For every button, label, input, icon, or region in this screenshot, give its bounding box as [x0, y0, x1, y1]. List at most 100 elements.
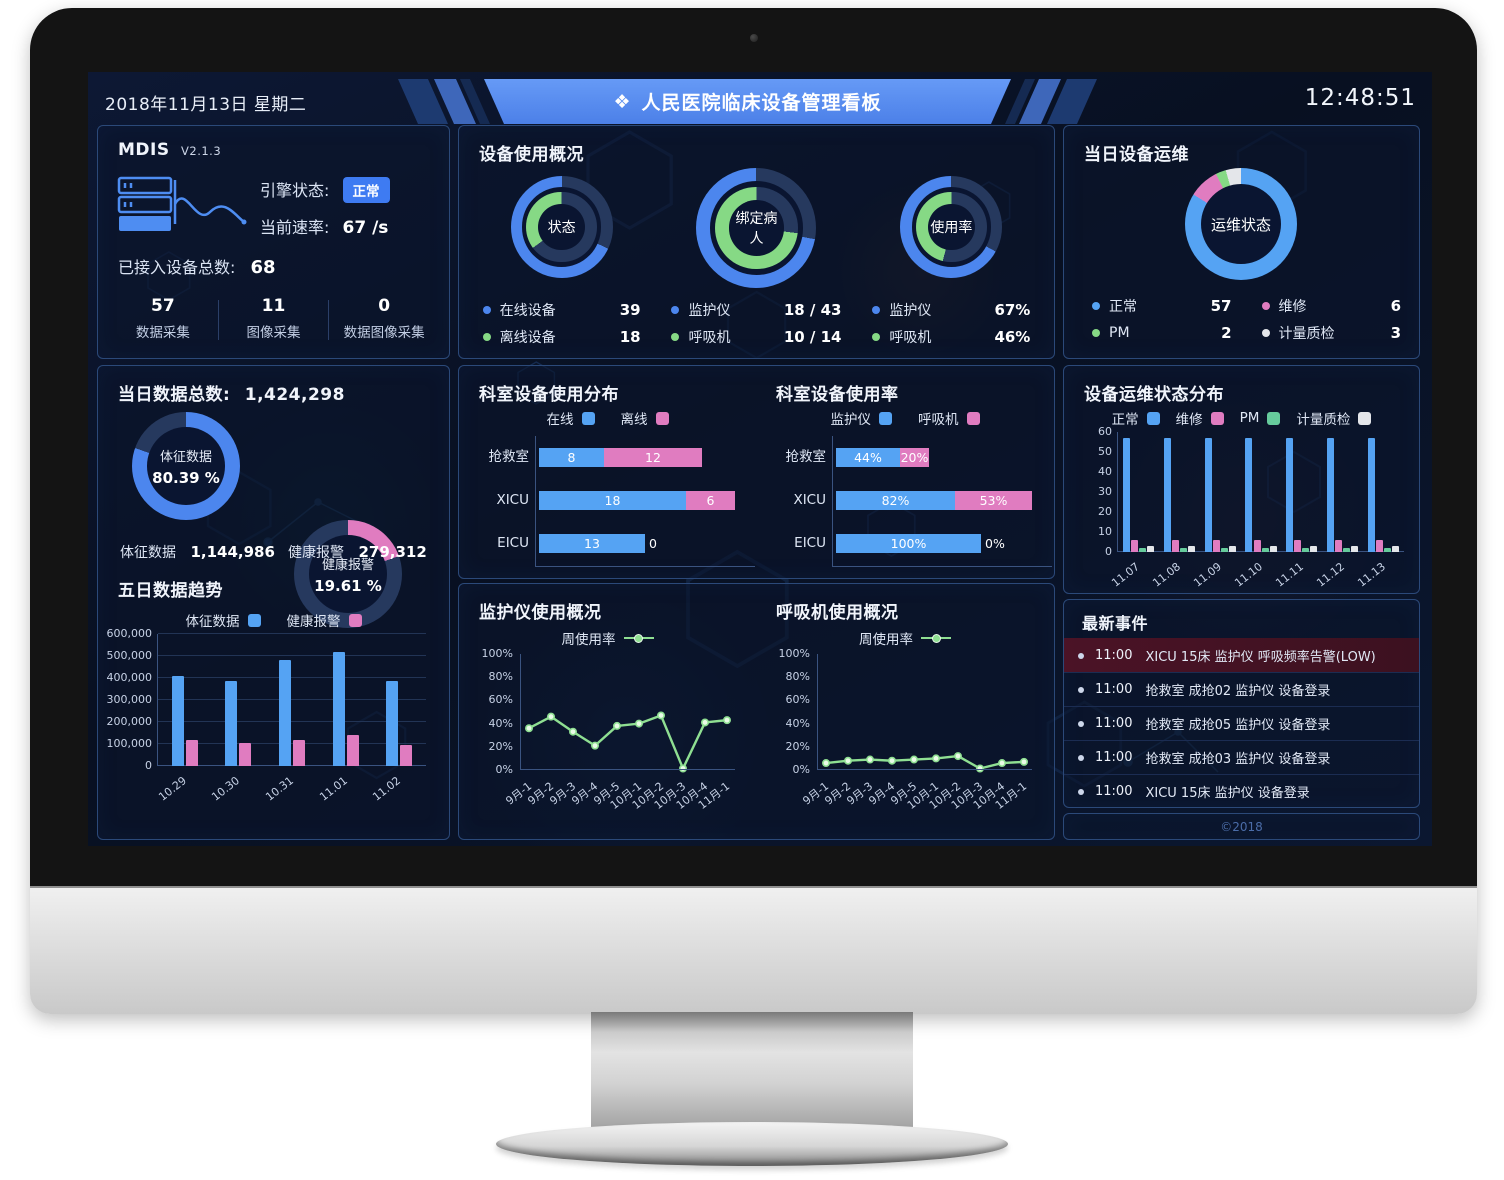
bar-计量质检 [1188, 546, 1195, 552]
legend-item[interactable]: 离线 [621, 408, 669, 428]
bar-正常 [1123, 438, 1130, 552]
legend-item[interactable]: 离线设备 18 [482, 323, 641, 350]
x-axis-label: 11.07 [1109, 560, 1143, 590]
legend-item[interactable]: 体征数据 [186, 610, 261, 630]
legend-item[interactable]: 监护仪 18 / 43 [671, 296, 841, 323]
legend-label: 离线设备 [499, 329, 556, 346]
category-label: EICU [794, 535, 826, 551]
y-axis-label: 50 [1098, 445, 1112, 458]
category-label: XICU [793, 492, 826, 508]
x-axis-label: 10.29 [156, 774, 190, 804]
legend-item[interactable]: 正常 [1112, 408, 1160, 428]
bar-维修 [1213, 540, 1220, 552]
ventilator-usage-legend: 周使用率 [756, 628, 1054, 648]
status-donut-chart: 状态 [510, 176, 613, 278]
y-axis-label: 200,000 [106, 715, 153, 728]
donut-groups: 状态 在线设备 39 离线设备 18 绑定病人 监护仪 18 / 43 呼吸机 10 / 1… [471, 168, 1042, 350]
legend-item[interactable]: 呼吸机 10 / 14 [671, 323, 841, 350]
data-point [591, 741, 600, 750]
maintenance-distribution-title: 设备运维状态分布 [1084, 385, 1224, 405]
ring-percent: 80.39 % [152, 468, 220, 487]
mdis-name: MDIS [118, 140, 170, 160]
event-row: 11:00 抢救室 成抢05 监护仪 设备登录 [1064, 706, 1419, 740]
ring-percent: 19.61 % [314, 576, 382, 595]
ventilator-usage-title: 呼吸机使用概况 [776, 603, 899, 623]
legend-label: 周使用率 [859, 632, 913, 648]
stat-label: 数据图像采集 [343, 325, 425, 341]
data-point [1020, 757, 1029, 766]
health-alarm-ring-chart: 健康报警 19.61 % [294, 520, 402, 628]
event-bullet-icon [1078, 788, 1084, 795]
y-axis-label: 0 [145, 759, 152, 772]
legend-dot [671, 332, 680, 341]
stat-divider [217, 300, 219, 340]
legend-item[interactable]: 在线设备 39 [482, 296, 641, 323]
legend-item[interactable]: 监护仪 [831, 408, 892, 428]
bar-计量质检 [1351, 546, 1358, 552]
data-point [525, 724, 534, 733]
title-banner: ❖ 人民医院临床设备管理看板 [397, 79, 1098, 124]
data-point [822, 759, 831, 768]
legend-label: 呼吸机 [918, 412, 959, 428]
legend-item[interactable]: 呼吸机 46% [872, 323, 1030, 350]
bar-segment-监护仪: 82% [836, 491, 955, 510]
x-axis-label: 11.09 [1191, 560, 1225, 590]
grid-line [158, 743, 426, 744]
legend-label: 周使用率 [561, 632, 616, 648]
monitor-usage-half: 监护仪使用概况 周使用率 0% 20% 40% 60% 80% 100% 9月-1 9月-2 9… [459, 584, 756, 839]
engine-status-label: 引擎状态: [260, 181, 330, 200]
bar-维修 [1131, 540, 1138, 552]
stat-value: 279,312 [358, 543, 427, 561]
event-list: 11:00 XICU 15床 监护仪 呼吸频率告警(LOW) 11:00 抢救室 成抢… [1064, 638, 1419, 808]
panel-events: 最新事件 11:00 XICU 15床 监护仪 呼吸频率告警(LOW) 11:00 抢… [1063, 599, 1420, 808]
mdis-version: V2.1.3 [181, 144, 222, 158]
legend-item[interactable]: 维修 6 [1261, 292, 1401, 319]
stat-label: 数据采集 [135, 325, 190, 341]
legend-item[interactable]: 计量质检 3 [1261, 319, 1401, 346]
grid-line [158, 655, 426, 656]
legend-item[interactable]: 正常 57 [1092, 292, 1232, 319]
y-axis-label: 60% [488, 693, 513, 707]
legend-item[interactable]: 维修 [1176, 408, 1224, 428]
panel-daily-maintenance: 当日设备运维 运维状态 正常 57 维修 6 PM 2 计量质检 3 [1063, 125, 1420, 359]
legend-value: 46% [994, 327, 1031, 346]
data-point [932, 754, 941, 763]
bar-segment-在线: 13 [539, 534, 645, 553]
legend-value: 3 [1390, 323, 1401, 342]
legend-line-marker [623, 633, 654, 643]
mdis-title: MDIS V2.1.3 [118, 140, 221, 160]
legend-item[interactable]: 健康报警 [287, 610, 362, 630]
legend-square [1146, 411, 1160, 425]
legend-item[interactable]: 在线 [547, 408, 595, 428]
dept-distribution-legend: 在线 离线 [459, 408, 756, 428]
bar-健康报警 [293, 740, 305, 766]
rate-donut-legend: 监护仪 67% 呼吸机 46% [872, 296, 1030, 350]
bar-维修 [1376, 540, 1383, 552]
y-axis-label: 80% [785, 670, 810, 684]
event-bullet-icon [1078, 754, 1084, 761]
bar-正常 [1327, 438, 1334, 552]
rate-value: 67 /s [342, 218, 389, 238]
bar-体征数据 [333, 652, 345, 766]
legend-value: 6 [1390, 296, 1401, 315]
legend-item[interactable]: 计量质检 [1296, 408, 1372, 428]
legend-label: 正常 [1109, 298, 1137, 315]
rate-label: 当前速率: [260, 218, 330, 237]
legend-item[interactable]: PM 2 [1092, 319, 1232, 346]
legend-item[interactable]: PM [1240, 408, 1281, 428]
five-day-trend-title: 五日数据趋势 [118, 581, 223, 601]
y-axis-label: 400,000 [106, 671, 153, 684]
legend-item[interactable]: 呼吸机 [918, 408, 980, 428]
bar-正常 [1205, 438, 1212, 552]
bar-PM [1139, 548, 1146, 552]
y-axis-line [832, 436, 833, 566]
legend-item[interactable]: 监护仪 67% [872, 296, 1030, 323]
y-axis-label: 20 [1098, 505, 1112, 518]
legend-label: 维修 [1278, 298, 1307, 315]
stat-data-image-capture: 0 数据图像采集 [329, 296, 439, 341]
y-axis-label: 0 [1105, 545, 1112, 558]
bar-PM [1262, 548, 1269, 552]
alarm-data-stat: 健康报警 279,312 [288, 542, 427, 562]
event-row: 11:00 抢救室 成抢03 监护仪 设备登录 [1064, 740, 1419, 774]
y-axis-label: 40% [488, 716, 513, 730]
